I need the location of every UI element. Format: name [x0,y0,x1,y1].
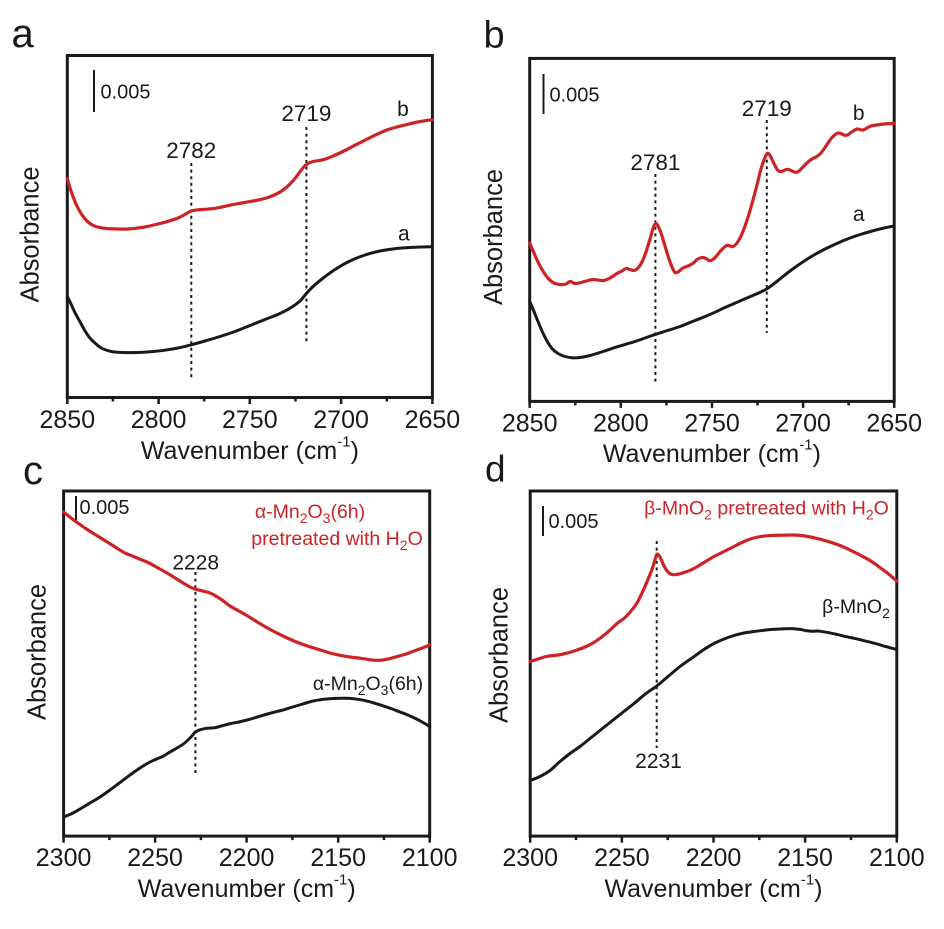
svg-text:b: b [484,15,505,57]
svg-text:β-MnO2 pretreated with H2O: β-MnO2 pretreated with H2O [644,498,889,523]
svg-text:2782: 2782 [166,138,216,163]
svg-text:0.005: 0.005 [550,85,600,107]
svg-text:c: c [23,449,43,493]
svg-text:0.005: 0.005 [80,497,130,519]
svg-text:Absorbance: Absorbance [17,166,45,302]
svg-text:b: b [397,98,409,121]
svg-text:2231: 2231 [635,750,682,773]
svg-text:2700: 2700 [313,406,369,434]
svg-text:2300: 2300 [502,844,558,872]
svg-text:2250: 2250 [594,844,650,872]
svg-text:a: a [398,223,410,246]
svg-text:Wavenumber (cm-1): Wavenumber (cm-1) [604,872,822,904]
svg-text:2150: 2150 [777,844,833,872]
svg-text:2200: 2200 [686,844,742,872]
svg-text:2100: 2100 [869,844,925,872]
svg-text:Wavenumber (cm-1): Wavenumber (cm-1) [138,872,356,904]
svg-text:a: a [12,12,35,56]
svg-text:β-MnO2: β-MnO2 [822,596,890,621]
svg-text:2200: 2200 [219,844,275,872]
svg-text:Absorbance: Absorbance [480,169,508,305]
svg-text:Absorbance: Absorbance [486,587,514,723]
svg-text:d: d [485,449,506,490]
svg-text:2650: 2650 [405,406,461,434]
svg-text:2800: 2800 [593,410,649,438]
svg-text:2300: 2300 [36,844,92,872]
svg-text:2100: 2100 [402,844,458,872]
svg-text:a: a [853,203,865,226]
svg-text:α-Mn2O3(6h): α-Mn2O3(6h) [255,501,365,526]
svg-text:0.005: 0.005 [549,511,599,533]
svg-text:2750: 2750 [684,410,740,438]
svg-text:α-Mn2O3(6h): α-Mn2O3(6h) [313,673,423,698]
svg-text:2850: 2850 [39,406,95,434]
svg-text:2150: 2150 [310,844,366,872]
svg-text:2750: 2750 [222,406,278,434]
svg-text:b: b [853,102,865,125]
svg-text:Absorbance: Absorbance [24,584,52,720]
svg-text:Wavenumber (cm-1): Wavenumber (cm-1) [603,437,821,469]
svg-text:2781: 2781 [630,150,680,175]
svg-text:Wavenumber (cm-1): Wavenumber (cm-1) [141,434,359,466]
svg-text:2650: 2650 [866,410,922,438]
svg-text:2250: 2250 [127,844,183,872]
svg-text:2850: 2850 [502,410,558,438]
svg-text:2700: 2700 [775,410,831,438]
svg-text:pretreated with H2O: pretreated with H2O [251,528,422,553]
svg-text:2800: 2800 [131,406,187,434]
svg-text:2719: 2719 [742,96,792,121]
svg-text:2719: 2719 [281,101,331,126]
svg-text:2228: 2228 [172,552,219,575]
svg-text:0.005: 0.005 [101,82,151,104]
